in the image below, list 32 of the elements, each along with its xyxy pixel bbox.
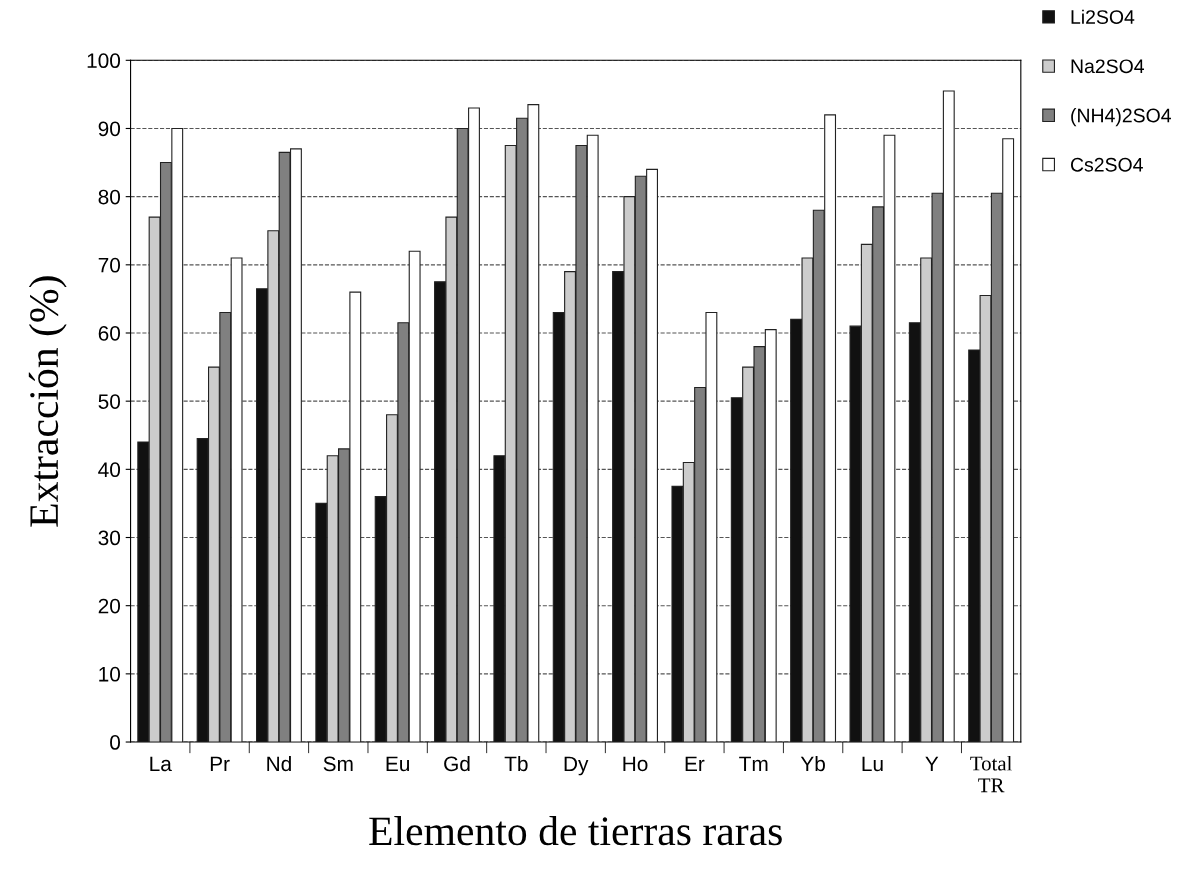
y-axis-title: Extracción (%) [28,276,67,527]
x-tick-label: Pr [210,756,230,772]
y-tick-label: 40 [98,462,121,478]
y-tick-label: 50 [98,394,121,409]
x-tick-label: Tm [739,756,768,772]
legend-label: (NH4)2SO4 [1071,108,1171,127]
x-tick-label: Eu [386,756,409,772]
y-tick-label: 100 [87,53,121,69]
y-tick-label: 80 [98,189,121,205]
x-tick-label: Tb [504,755,528,772]
y-tick-label: 20 [98,598,121,614]
y-tick-label: 0 [110,735,121,750]
x-tick-label: Er [685,756,705,772]
y-tick-label: 10 [99,666,121,682]
legend-label: Cs2SO4 [1070,157,1143,172]
x-tick-label: Gd [444,755,470,772]
legend-label: Na2SO4 [1071,59,1144,74]
x-tick-label: Yb [800,755,825,772]
y-tick-label: 60 [98,326,121,341]
y-tick-label: 90 [98,121,121,137]
x-tick-label: Nd [267,755,291,772]
x-tick-label: Total TR [970,755,1012,793]
y-tick-label: 70 [98,257,121,273]
y-tick-label: 30 [98,530,121,546]
x-tick-label: Lu [862,756,883,772]
x-tick-label: Dy [564,756,589,776]
x-tick-label: La [150,756,172,772]
x-tick-label: Y [925,756,939,772]
x-axis-title: Elemento de tierras raras [369,816,782,846]
x-tick-label: Sm [323,756,353,772]
legend-label: Li2SO4 [1071,9,1135,24]
x-tick-label: Ho [623,756,648,772]
